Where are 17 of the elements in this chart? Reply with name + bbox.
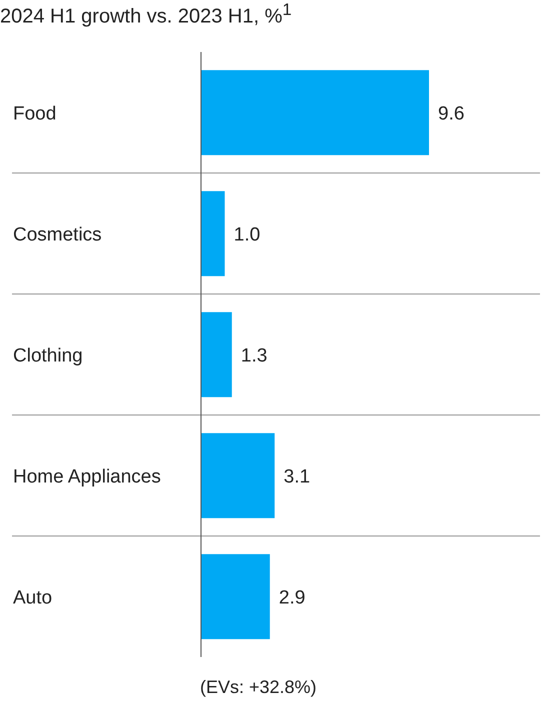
bar	[201, 70, 429, 156]
chart-title: 2024 H1 growth vs. 2023 H1, %$^{1}$	[0, 0, 292, 29]
data-label: 2.9	[278, 588, 306, 609]
bar	[201, 191, 225, 276]
y-tick-label: Clothing	[13, 346, 83, 366]
data-label: 3.1	[284, 466, 310, 488]
data-label: 9.6	[438, 104, 464, 125]
y-tick-label: Home Appliances	[13, 466, 161, 488]
data-label: 1.0	[234, 224, 260, 246]
bar	[201, 312, 232, 398]
y-tick-label: Cosmetics	[13, 224, 102, 246]
bar	[201, 433, 275, 518]
data-label: 1.3	[240, 346, 268, 367]
y-tick-label: Food	[13, 104, 56, 124]
bar	[201, 554, 270, 640]
text: (EVs: +32.8%)	[200, 677, 317, 698]
y-tick-label: Auto	[13, 588, 52, 608]
